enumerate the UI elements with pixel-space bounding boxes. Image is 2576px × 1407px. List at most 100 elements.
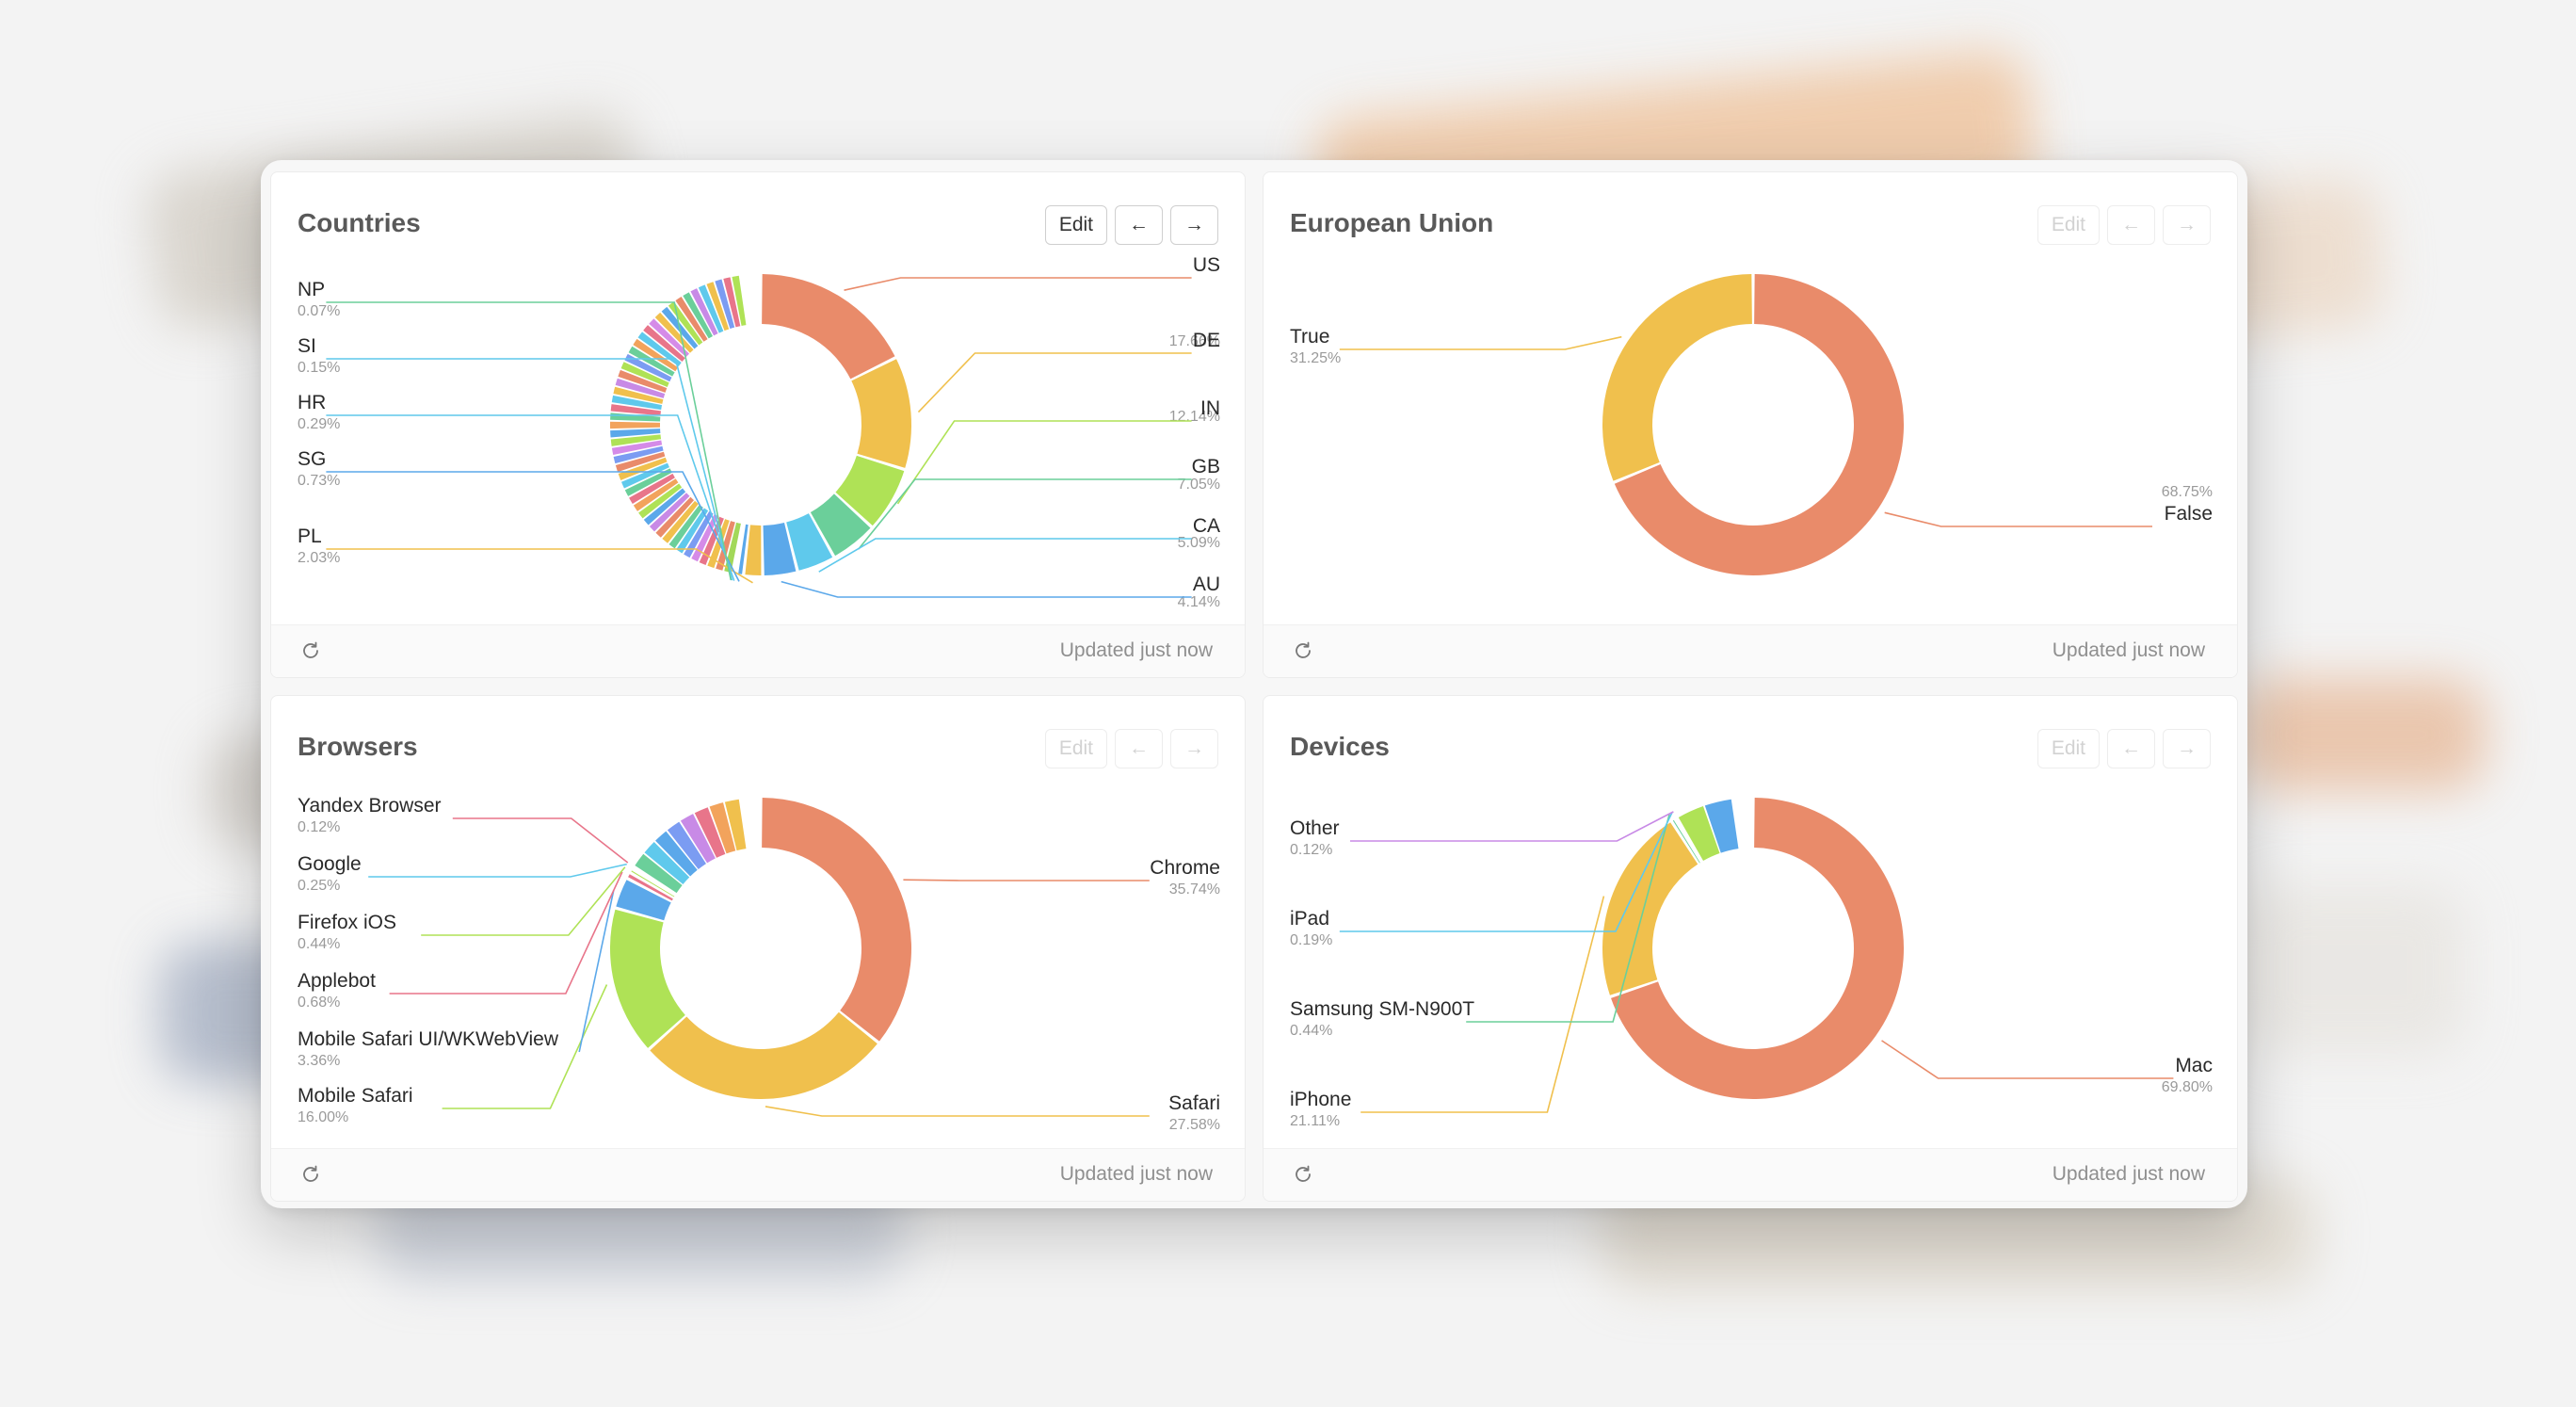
slice-false[interactable] — [1614, 274, 1904, 575]
slice-other[interactable] — [610, 429, 661, 438]
slice-samsung-sm-n900t[interactable] — [1672, 819, 1700, 864]
slice-label: Mobile Safari UI/WKWebView — [298, 1028, 559, 1050]
slice-value-label: 31.25% — [1290, 350, 1341, 366]
slice-other[interactable] — [618, 457, 668, 480]
prev-arrow-button[interactable]: ← — [1115, 205, 1163, 245]
slice-other[interactable] — [690, 288, 718, 336]
slice-au[interactable] — [763, 523, 797, 575]
slice-other[interactable] — [662, 500, 699, 543]
slice-pl[interactable] — [745, 525, 762, 575]
next-arrow-button[interactable]: → — [2163, 205, 2211, 245]
slice-applebot[interactable] — [628, 874, 673, 901]
slice-other[interactable] — [611, 395, 663, 411]
refresh-icon[interactable] — [1292, 639, 1314, 662]
slice-other[interactable] — [615, 451, 666, 473]
leader-line — [1339, 335, 1622, 350]
slice-other[interactable] — [624, 353, 672, 382]
slice-other[interactable] — [680, 814, 716, 864]
prev-arrow-button[interactable]: ← — [1115, 729, 1163, 768]
slice-other[interactable] — [667, 821, 706, 869]
slice-in[interactable] — [835, 455, 905, 526]
slice-other[interactable] — [613, 386, 664, 404]
slice-other[interactable] — [613, 445, 664, 464]
slice-gb[interactable] — [810, 493, 871, 557]
slice-firefox-ios[interactable] — [631, 870, 675, 898]
edit-button[interactable]: Edit — [1044, 205, 1107, 245]
slice-other[interactable] — [633, 478, 679, 511]
leader-line — [917, 352, 1192, 413]
slice-chrome[interactable] — [762, 798, 912, 1042]
slice-other[interactable] — [620, 462, 670, 489]
refresh-icon[interactable] — [299, 639, 322, 662]
slice-other[interactable] — [1704, 799, 1739, 853]
slice-value-label: 7.05% — [1178, 477, 1220, 493]
slice-de[interactable] — [851, 359, 911, 468]
slice-other[interactable] — [707, 519, 730, 569]
next-arrow-button[interactable]: → — [1170, 205, 1218, 245]
slice-other[interactable] — [676, 508, 709, 554]
slice-other[interactable] — [716, 521, 735, 571]
slice-other[interactable] — [654, 312, 694, 353]
slice-mobile-safari-ui-wkwebview[interactable] — [616, 880, 671, 921]
slice-other[interactable] — [628, 346, 675, 377]
slice-other[interactable] — [643, 325, 685, 363]
slice-other[interactable] — [684, 510, 714, 558]
slice-iphone[interactable] — [1602, 822, 1699, 995]
slice-other[interactable] — [638, 483, 683, 519]
slice-other[interactable] — [655, 831, 698, 877]
slice-other[interactable] — [675, 297, 708, 342]
slice-sg[interactable] — [738, 524, 749, 574]
slice-other[interactable] — [629, 473, 675, 505]
slice-us[interactable] — [762, 274, 895, 380]
next-arrow-button[interactable]: → — [1170, 729, 1218, 768]
slice-mac[interactable] — [1611, 798, 1904, 1099]
slice-value-label: 27.58% — [1169, 1117, 1220, 1133]
slice-label: Google — [298, 853, 362, 875]
slice-other[interactable] — [644, 842, 690, 884]
slice-other[interactable] — [694, 807, 726, 858]
panel-countries: Countries Edit ← → US 17.66% DE 12.14% IN 7.05% GB… — [270, 171, 1246, 678]
slice-true[interactable] — [1602, 274, 1752, 481]
slice-other[interactable] — [618, 369, 668, 393]
slice-other[interactable] — [615, 378, 666, 398]
slice-mobile-safari[interactable] — [610, 909, 685, 1048]
prev-arrow-button[interactable]: ← — [2107, 729, 2155, 768]
slice-other[interactable] — [637, 332, 682, 367]
slice-other[interactable] — [610, 434, 662, 446]
refresh-icon[interactable] — [299, 1163, 322, 1186]
leader-line — [389, 871, 623, 995]
leader-line — [844, 277, 1192, 291]
slice-other[interactable] — [724, 799, 747, 851]
slice-other[interactable] — [706, 282, 730, 332]
slice-other[interactable] — [649, 318, 690, 358]
slice-other[interactable] — [655, 496, 695, 538]
slice-other[interactable] — [723, 277, 741, 328]
slice-other[interactable] — [709, 802, 736, 854]
slice-other[interactable] — [668, 504, 703, 549]
slice-other[interactable] — [635, 853, 683, 894]
slice-other[interactable] — [715, 279, 735, 330]
panel-european-union: European Union Edit ← → False 68.75% True 31.25… — [1263, 171, 2238, 678]
slice-other[interactable] — [610, 404, 662, 416]
edit-button[interactable]: Edit — [1044, 729, 1107, 768]
slice-other[interactable] — [683, 292, 713, 339]
edit-button[interactable]: Edit — [2037, 729, 2100, 768]
slice-other[interactable] — [633, 338, 679, 372]
slice-other[interactable] — [624, 468, 672, 496]
slice-label: GB — [1192, 456, 1220, 477]
slice-other[interactable] — [610, 421, 661, 429]
slice-other[interactable] — [643, 488, 686, 526]
slice-other[interactable] — [649, 493, 690, 532]
slice-other[interactable] — [611, 440, 663, 456]
slice-other[interactable] — [699, 516, 724, 565]
slice-other[interactable] — [620, 362, 669, 387]
slice-other[interactable] — [698, 284, 724, 333]
slice-other[interactable] — [1678, 806, 1720, 862]
slice-other[interactable] — [732, 275, 747, 326]
slice-ca[interactable] — [786, 513, 833, 571]
prev-arrow-button[interactable]: ← — [2107, 205, 2155, 245]
next-arrow-button[interactable]: → — [2163, 729, 2211, 768]
edit-button[interactable]: Edit — [2037, 205, 2100, 245]
slice-safari[interactable] — [650, 1011, 877, 1099]
refresh-icon[interactable] — [1292, 1163, 1314, 1186]
